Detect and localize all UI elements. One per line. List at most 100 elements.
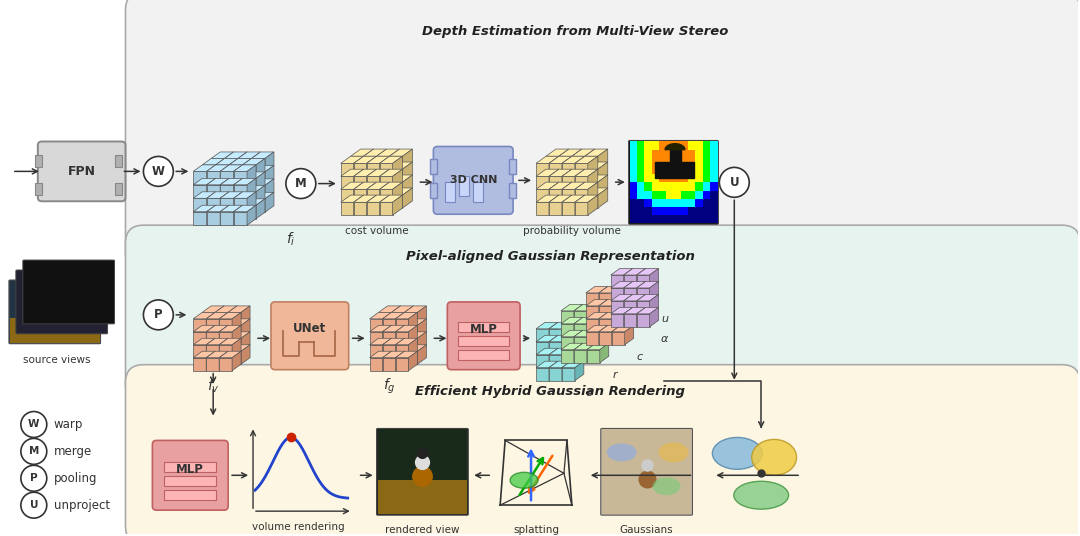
Polygon shape [562,322,571,342]
Polygon shape [366,195,377,215]
Polygon shape [536,342,549,355]
Polygon shape [572,149,595,156]
Bar [659,150,666,158]
Text: Gaussians: Gaussians [620,525,674,535]
Polygon shape [379,332,401,338]
Polygon shape [382,319,395,332]
Polygon shape [243,159,265,165]
Polygon shape [549,202,562,215]
Polygon shape [369,312,392,319]
Polygon shape [562,182,572,202]
Bar [659,215,666,223]
Polygon shape [561,350,573,363]
Polygon shape [586,350,599,363]
Polygon shape [206,319,219,332]
Bar [680,190,688,199]
Polygon shape [623,288,636,301]
Polygon shape [225,199,238,212]
Polygon shape [364,195,377,208]
Polygon shape [229,199,252,205]
Polygon shape [636,301,649,314]
Polygon shape [220,185,233,198]
Polygon shape [206,338,228,345]
Polygon shape [585,188,608,195]
Polygon shape [586,330,609,337]
Polygon shape [561,330,583,337]
Polygon shape [228,319,238,338]
Text: splatting: splatting [513,525,559,535]
Polygon shape [573,304,583,324]
Text: Pixel-aligned Gaussian Representation: Pixel-aligned Gaussian Representation [405,250,694,263]
Polygon shape [212,152,233,159]
Polygon shape [252,152,260,172]
Polygon shape [536,336,558,342]
Bar [696,207,703,215]
Polygon shape [546,149,569,156]
Bar [630,215,637,223]
Bar [431,183,437,198]
Polygon shape [573,317,583,337]
Bar [674,158,681,166]
Bar [645,142,652,150]
Polygon shape [392,332,414,338]
Bar [659,182,666,190]
Polygon shape [229,159,238,178]
Polygon shape [206,205,216,225]
Polygon shape [238,166,247,185]
Polygon shape [536,368,549,381]
Polygon shape [546,156,559,169]
Polygon shape [202,351,215,364]
FancyBboxPatch shape [377,428,469,515]
Bar [659,190,666,199]
Bar [680,166,688,174]
Polygon shape [536,361,558,368]
Polygon shape [193,345,206,358]
Polygon shape [562,322,584,329]
Polygon shape [598,319,611,332]
Polygon shape [392,345,401,364]
Polygon shape [369,351,392,358]
Polygon shape [561,324,573,337]
Polygon shape [408,312,418,332]
Polygon shape [366,189,379,202]
Polygon shape [559,162,582,169]
Text: U: U [29,500,38,510]
Bar [710,150,717,158]
Polygon shape [232,325,241,345]
Polygon shape [382,312,392,332]
Bar [637,166,645,174]
Polygon shape [598,286,608,306]
Polygon shape [549,156,572,163]
Polygon shape [219,338,228,358]
Polygon shape [225,166,233,185]
Polygon shape [193,319,206,332]
Polygon shape [366,182,390,189]
Polygon shape [611,293,624,306]
Text: M: M [295,177,307,190]
Polygon shape [193,312,215,319]
Polygon shape [206,198,220,212]
FancyBboxPatch shape [600,428,692,515]
Polygon shape [238,166,260,172]
Polygon shape [562,169,572,189]
Polygon shape [247,192,256,212]
Polygon shape [351,188,374,195]
Polygon shape [575,189,588,202]
Polygon shape [559,195,572,208]
Polygon shape [575,202,588,215]
Polygon shape [225,152,233,172]
Bar [680,174,688,182]
Bar [688,158,696,166]
Bar [164,477,216,486]
Polygon shape [598,286,621,293]
Bar [680,150,688,158]
Polygon shape [243,159,252,178]
Polygon shape [220,212,233,225]
Polygon shape [382,312,405,319]
Polygon shape [549,361,558,381]
Polygon shape [572,169,585,182]
Polygon shape [228,306,238,325]
Polygon shape [366,163,379,176]
FancyBboxPatch shape [23,260,114,324]
Text: unproject: unproject [54,498,110,512]
